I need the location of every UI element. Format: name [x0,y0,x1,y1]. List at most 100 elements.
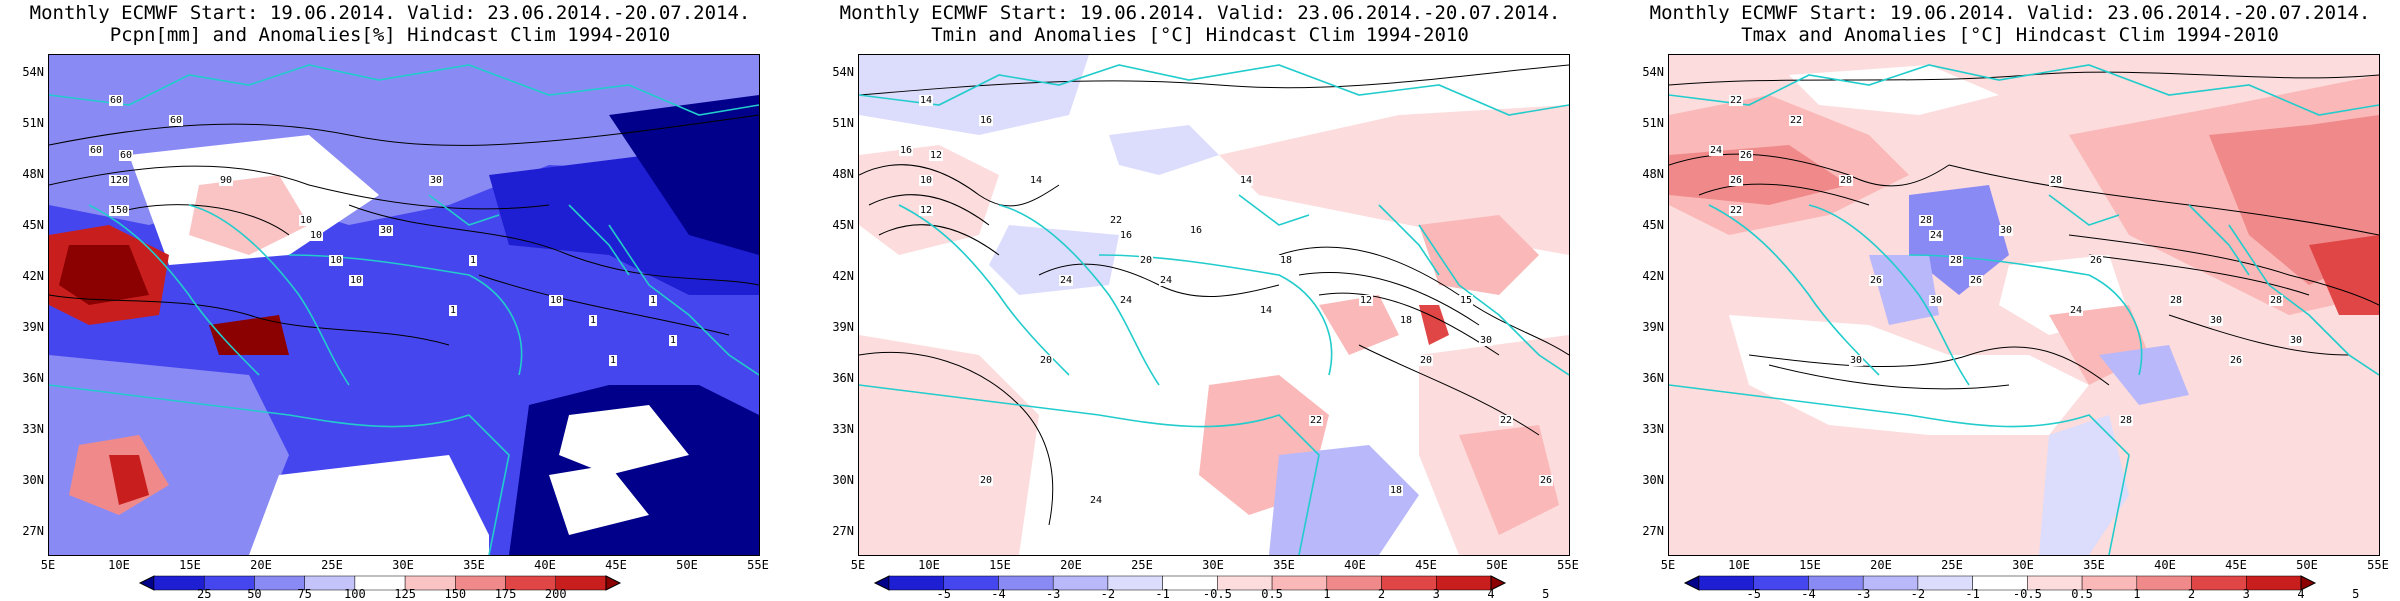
contour-label: 1 [669,335,678,346]
lon-tick-label: 45E [1415,558,1437,572]
contour-label: 24 [1059,275,1074,286]
lat-tick-label: 27N [1642,524,1664,538]
colorbar-svg [1683,575,2317,591]
tmax-map: 22 22 24 26 28 26 22 28 24 28 30 28 26 26 24 28 30 26 28 30… [1668,54,2380,556]
lon-tick-label: 55E [1557,558,1579,572]
lat-tick-label: 48N [22,167,44,181]
lon-tick-label: 25E [321,558,343,572]
lat-tick-label: 54N [1642,65,1664,79]
lon-tick-label: 10E [108,558,130,572]
lat-tick-label: 51N [22,116,44,130]
colorbar-label: 0.5 [2071,587,2093,601]
lat-tick-label: 33N [1642,422,1664,436]
colorbar-extend-high [605,575,622,591]
contour-label: 28 [2119,415,2134,426]
precip-map: 60 60 60 60 90 120 150 10 10 30 30 10 10 1 1 10 1 1 1 1 [48,54,760,556]
lon-tick-label: 55E [2367,558,2389,572]
contour-label: 14 [1239,175,1254,186]
colorbar [138,575,622,591]
lon-tick-label: 5E [850,558,866,572]
contour-label: 30 [1479,335,1494,346]
contour-label: 16 [899,145,914,156]
lat-tick-label: 36N [1642,371,1664,385]
contour-label: 1 [469,255,478,266]
panel-title-line2: Tmax and Anomalies [°C] Hindcast Clim 19… [1741,24,2279,46]
precip-map-svg [49,55,759,555]
contour-label: 60 [169,115,184,126]
lat-tick-label: 39N [1642,320,1664,334]
lon-tick-label: 30E [1202,558,1224,572]
contour-label: 26 [1739,150,1754,161]
contour-label: 26 [2089,255,2104,266]
tmin-map-svg [859,55,1569,555]
contour-label: 10 [349,275,364,286]
colorbar-label: 4 [2297,587,2305,601]
lat-tick-label: 45N [832,218,854,232]
lon-tick-label: 40E [2154,558,2176,572]
contour-label: 90 [219,175,234,186]
contour-label: 20 [1139,255,1154,266]
contour-label: 28 [1949,255,1964,266]
contour-label: 26 [1729,175,1744,186]
contour-label: 60 [119,150,134,161]
colorbar-label: 4 [1487,587,1495,601]
lat-tick-label: 33N [22,422,44,436]
colorbar-label: 150 [444,587,467,601]
colorbar-label: -4 [1801,587,1816,601]
contour-label: 1 [609,355,618,366]
lat-tick-label: 27N [832,524,854,538]
contour-label: 30 [2289,335,2304,346]
contour-label: 20 [1039,355,1054,366]
lat-tick-label: 48N [832,167,854,181]
tmin-panel: Monthly ECMWF Start: 19.06.2014. Valid: … [810,0,1590,601]
contour-label: 12 [919,205,934,216]
contour-label: 24 [2069,305,2084,316]
panel-title-line2: Tmin and Anomalies [°C] Hindcast Clim 19… [931,24,1469,46]
contour-label: 150 [109,205,130,216]
lat-tick-label: 51N [832,116,854,130]
colorbar-label: 1 [2133,587,2141,601]
contour-label: 24 [1929,230,1944,241]
colorbar-extend-low [138,575,155,591]
lon-tick-label: 50E [676,558,698,572]
contour-label: 10 [549,295,564,306]
panel-title-line1: Monthly ECMWF Start: 19.06.2014. Valid: … [839,2,1561,24]
colorbar-label: -1 [1965,587,1980,601]
panel-title-line1: Monthly ECMWF Start: 19.06.2014. Valid: … [29,2,751,24]
contour-label: 1 [449,305,458,316]
contour-label: 1 [589,315,598,326]
lon-tick-label: 35E [463,558,485,572]
lat-tick-label: 30N [22,473,44,487]
precip-panel: Monthly ECMWF Start: 19.06.2014. Valid: … [0,0,780,601]
contour-label: 14 [1029,175,1044,186]
lon-tick-label: 5E [1660,558,1676,572]
colorbar-label: -2 [1910,587,1926,601]
lon-tick-label: 15E [179,558,201,572]
colorbar-extend-low [1683,575,1700,591]
lat-tick-label: 39N [22,320,44,334]
contour-label: 18 [1389,485,1404,496]
colorbar-label: 2 [2187,587,2196,601]
lat-tick-label: 27N [22,524,44,538]
contour-label: 26 [2229,355,2244,366]
lat-tick-label: 51N [1642,116,1664,130]
contour-label: 20 [979,475,994,486]
colorbar-svg [873,575,1507,591]
lat-tick-label: 33N [832,422,854,436]
contour-label: 24 [1119,295,1134,306]
colorbar-label: 100 [344,587,366,601]
lon-tick-label: 15E [989,558,1011,572]
colorbar-label: -4 [991,587,1006,601]
contour-label: 16 [1119,230,1134,241]
lon-tick-label: 15E [1799,558,1821,572]
contour-label: 22 [1309,415,1324,426]
contour-label: 26 [1969,275,1984,286]
lat-tick-label: 36N [22,371,44,385]
contour-label: 18 [1399,315,1414,326]
colorbar-label: 200 [544,587,567,601]
colorbar-label: -3 [1855,587,1871,601]
colorbar-label: 5 [2352,587,2360,601]
contour-label: 22 [1109,215,1124,226]
lon-tick-label: 5E [40,558,56,572]
contour-label: 22 [1729,205,1744,216]
